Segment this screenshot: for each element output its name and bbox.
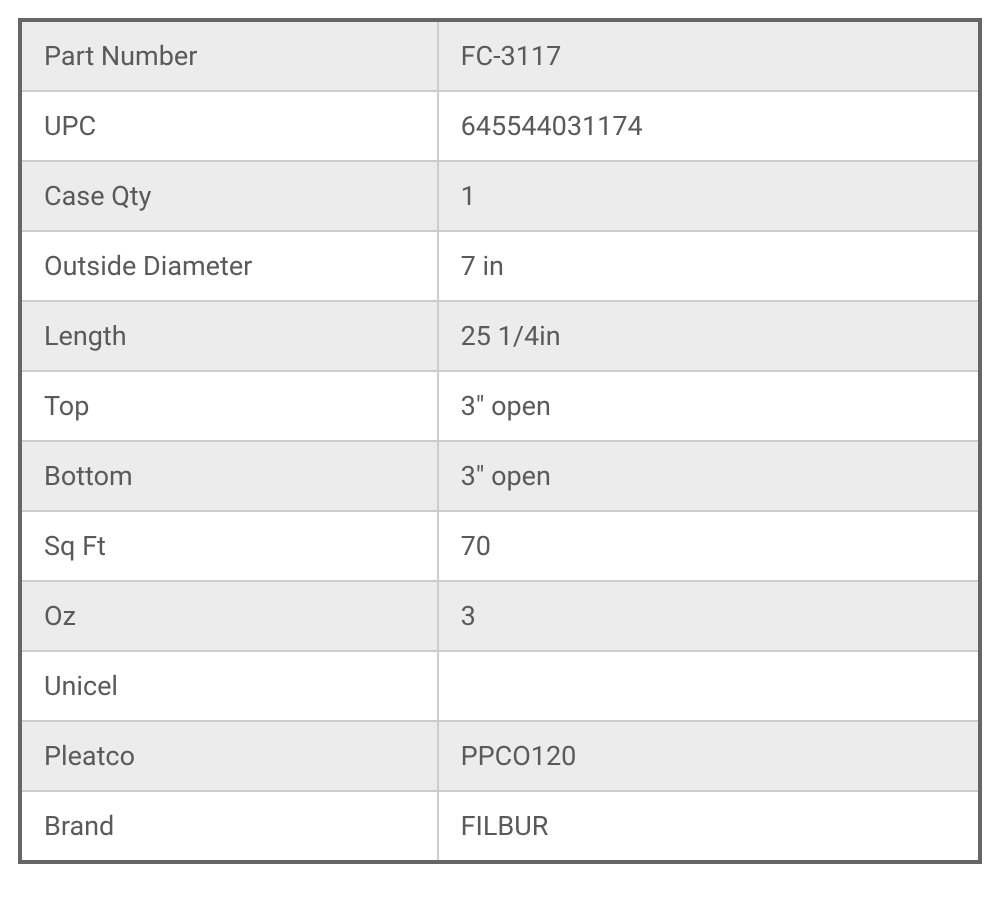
spec-value: 1	[438, 161, 980, 231]
spec-label: Unicel	[20, 651, 438, 721]
spec-label: Brand	[20, 791, 438, 862]
spec-value: 3" open	[438, 441, 980, 511]
spec-label: Case Qty	[20, 161, 438, 231]
table-row: Part Number FC-3117	[20, 20, 980, 91]
table-row: Pleatco PPCO120	[20, 721, 980, 791]
table-row: Outside Diameter 7 in	[20, 231, 980, 301]
spec-value: PPCO120	[438, 721, 980, 791]
spec-value: 70	[438, 511, 980, 581]
spec-label: Top	[20, 371, 438, 441]
spec-label: Part Number	[20, 20, 438, 91]
spec-label: Outside Diameter	[20, 231, 438, 301]
spec-label: Oz	[20, 581, 438, 651]
spec-value: 7 in	[438, 231, 980, 301]
table-row: Oz 3	[20, 581, 980, 651]
table-row: Length 25 1/4in	[20, 301, 980, 371]
table-row: Brand FILBUR	[20, 791, 980, 862]
table-row: Sq Ft 70	[20, 511, 980, 581]
spec-label: UPC	[20, 91, 438, 161]
table-row: Top 3" open	[20, 371, 980, 441]
spec-value: 25 1/4in	[438, 301, 980, 371]
spec-value: FILBUR	[438, 791, 980, 862]
spec-label: Bottom	[20, 441, 438, 511]
table-row: UPC 645544031174	[20, 91, 980, 161]
spec-value: FC-3117	[438, 20, 980, 91]
spec-label: Pleatco	[20, 721, 438, 791]
spec-table: Part Number FC-3117 UPC 645544031174 Cas…	[18, 18, 982, 864]
table-row: Unicel	[20, 651, 980, 721]
spec-table-body: Part Number FC-3117 UPC 645544031174 Cas…	[20, 20, 980, 862]
table-row: Bottom 3" open	[20, 441, 980, 511]
spec-value: 3	[438, 581, 980, 651]
spec-label: Length	[20, 301, 438, 371]
spec-value: 645544031174	[438, 91, 980, 161]
spec-label: Sq Ft	[20, 511, 438, 581]
table-row: Case Qty 1	[20, 161, 980, 231]
spec-value: 3" open	[438, 371, 980, 441]
spec-value	[438, 651, 980, 721]
